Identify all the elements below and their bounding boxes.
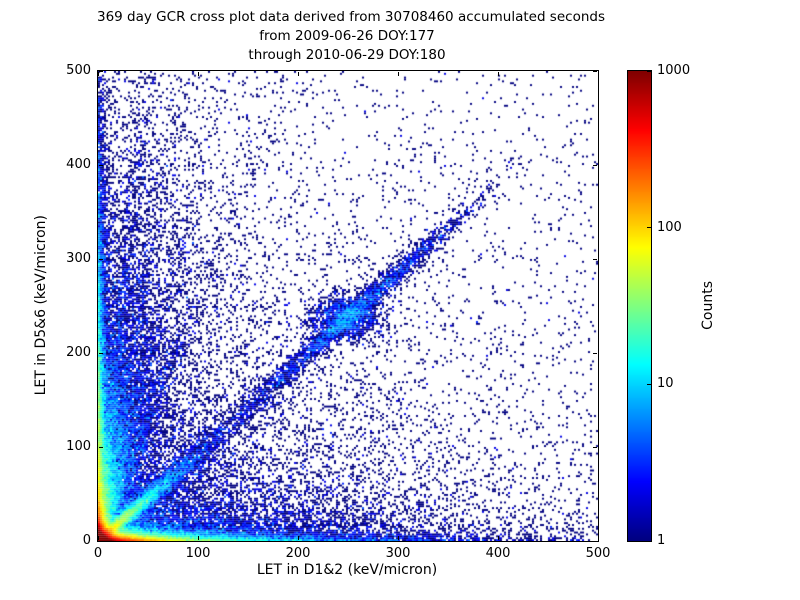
- x-tick-mark: [397, 536, 399, 540]
- colorbar-tick-label: 1000: [657, 63, 691, 78]
- x-tick-mark-top: [97, 72, 99, 76]
- x-tick-label: 200: [285, 546, 311, 561]
- x-tick-label: 0: [93, 546, 103, 561]
- x-tick-mark: [497, 536, 499, 540]
- x-tick-label: 100: [185, 546, 211, 561]
- y-axis-label: LET in D5&6 (keV/micron): [33, 214, 49, 396]
- y-tick-mark: [99, 540, 103, 542]
- chart-title-line-3: through 2010-06-29 DOY:180: [248, 47, 446, 63]
- colorbar-gradient-canvas: [628, 71, 651, 541]
- x-tick-mark: [197, 536, 199, 540]
- x-tick-mark-top: [497, 72, 499, 76]
- y-tick-label: 200: [66, 345, 91, 360]
- y-tick-mark-right: [593, 258, 597, 260]
- y-tick-mark: [99, 352, 103, 354]
- x-tick-mark: [597, 536, 599, 540]
- y-tick-mark-right: [593, 446, 597, 448]
- chart-title: 369 day GCR cross plot data derived from…: [97, 8, 605, 65]
- y-tick-label: 0: [82, 533, 91, 548]
- y-tick-mark-right: [593, 164, 597, 166]
- y-tick-label: 300: [66, 251, 91, 266]
- x-tick-mark-top: [597, 72, 599, 76]
- y-tick-mark: [99, 446, 103, 448]
- y-axis-label-wrap: LET in D5&6 (keV/micron): [30, 70, 52, 540]
- plot-area: [97, 70, 599, 542]
- colorbar-tick-mark: [647, 227, 651, 229]
- scatter-heatmap-canvas: [98, 71, 598, 541]
- x-tick-mark-top: [397, 72, 399, 76]
- y-tick-label: 400: [66, 157, 91, 172]
- x-tick-mark-top: [297, 72, 299, 76]
- y-tick-label: 500: [66, 63, 91, 78]
- y-tick-label: 100: [66, 439, 91, 454]
- y-tick-mark: [99, 70, 103, 72]
- colorbar-tick-mark: [647, 540, 651, 542]
- x-tick-label: 300: [385, 546, 411, 561]
- chart-title-line-1: 369 day GCR cross plot data derived from…: [97, 9, 605, 25]
- x-axis-label: LET in D1&2 (keV/micron): [256, 562, 438, 578]
- colorbar-tick-label: 1: [657, 533, 666, 548]
- colorbar-tick-mark: [647, 383, 651, 385]
- y-tick-mark-right: [593, 70, 597, 72]
- y-tick-mark: [99, 258, 103, 260]
- colorbar-label: Counts: [700, 280, 716, 330]
- colorbar-tick-label: 100: [657, 219, 682, 235]
- colorbar: [627, 70, 652, 542]
- x-tick-label: 400: [485, 546, 511, 561]
- colorbar-label-wrap: Counts: [697, 70, 719, 540]
- y-tick-mark: [99, 164, 103, 166]
- x-tick-mark: [97, 536, 99, 540]
- x-tick-mark: [297, 536, 299, 540]
- x-tick-label: 500: [585, 546, 611, 561]
- y-tick-mark-right: [593, 352, 597, 354]
- colorbar-tick-label: 10: [657, 376, 674, 392]
- chart-title-line-2: from 2009-06-26 DOY:177: [259, 28, 435, 44]
- colorbar-tick-mark: [647, 70, 651, 72]
- y-tick-mark-right: [593, 540, 597, 542]
- x-tick-mark-top: [197, 72, 199, 76]
